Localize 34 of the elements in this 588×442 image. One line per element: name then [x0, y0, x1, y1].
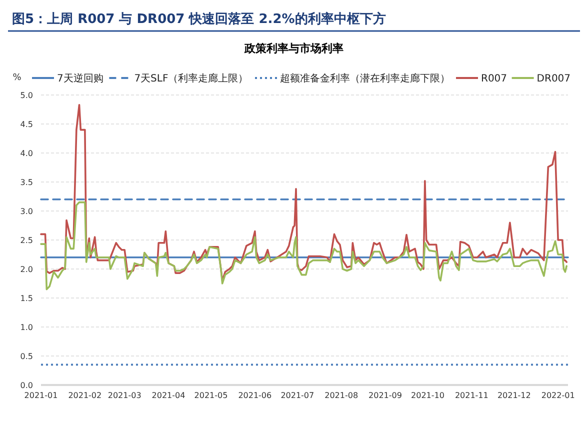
chart-subtitle: 政策利率与市场利率 [244, 42, 344, 55]
line-series [40, 104, 568, 282]
legend-label: R007 [481, 74, 508, 84]
y-tick-label: 1.0 [20, 322, 33, 332]
y-tick-label: 1.5 [20, 294, 33, 303]
x-tick-label: 2021-12 [497, 391, 531, 400]
y-tick-label: 2.0 [20, 264, 33, 274]
y-tick-label: 4.5 [20, 120, 33, 129]
y-tick-label: 0.0 [20, 380, 33, 390]
y-tick-label: 5.0 [20, 90, 33, 100]
legend-label: 7天逆回购 [57, 72, 104, 84]
x-tick-label: 2021-11 [454, 391, 488, 400]
y-tick-label: 3.0 [20, 206, 33, 216]
x-tick-label: 2021-05 [194, 391, 228, 400]
x-tick-label: 2021-04 [152, 391, 186, 400]
x-tick-label: 2021-01 [24, 391, 58, 400]
x-tick-label: 2021-08 [324, 391, 358, 400]
legend-label: DR007 [536, 74, 571, 84]
x-tick-label: 2021-07 [280, 391, 314, 400]
chart-title: 图5：上周 R007 与 DR007 快速回落至 2.2%的利率中枢下方 [12, 11, 386, 27]
line-series [40, 201, 568, 290]
y-tick-label: 0.5 [20, 352, 33, 361]
legend-label: 7天SLF（利率走廊上限） [134, 72, 248, 84]
y-tick-label: 3.5 [20, 178, 33, 187]
x-tick-label: 2021-09 [368, 391, 402, 400]
x-tick-label: 2022-01 [541, 391, 575, 400]
y-tick-label: 4.0 [20, 148, 33, 158]
x-tick-label: 2021-02 [68, 391, 102, 400]
x-tick-label: 2021-06 [238, 391, 272, 400]
y-tick-label: 2.5 [20, 236, 33, 245]
legend-label: 超额准备金利率（潜在利率走廊下限） [280, 72, 450, 84]
x-tick-label: 2021-10 [411, 391, 444, 400]
y-axis-title: % [12, 73, 22, 83]
x-tick-label: 2021-03 [108, 391, 142, 400]
